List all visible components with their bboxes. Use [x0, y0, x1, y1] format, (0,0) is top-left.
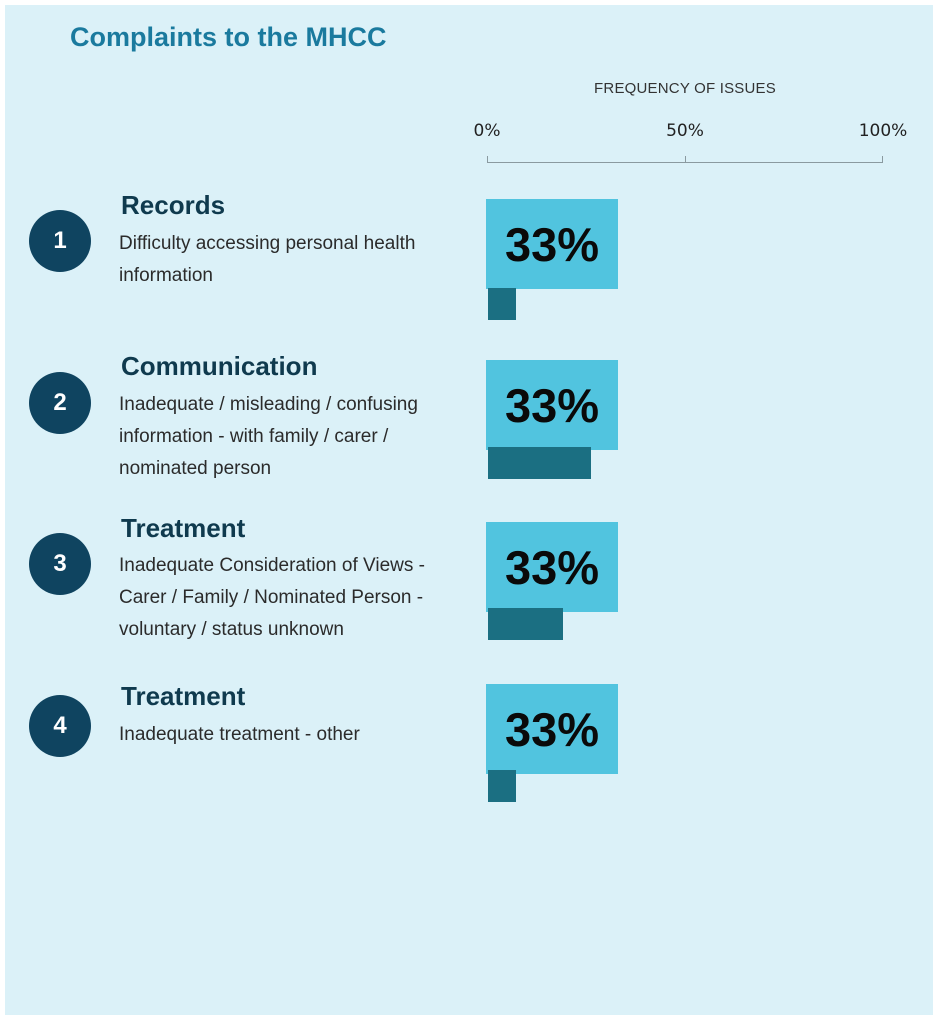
bar-1 — [488, 288, 516, 320]
chart-title: Complaints to the MHCC — [70, 22, 387, 52]
value-label-4: 33% — [504, 702, 600, 756]
category-label-4: Treatment — [121, 681, 246, 711]
value-label-1: 33% — [504, 217, 600, 271]
value-label-box-2 — [486, 360, 618, 450]
category-label-3: Treatment — [121, 513, 246, 543]
value-label-3: 33% — [504, 540, 600, 594]
category-description-1: Difficulty accessing personal health inf… — [119, 233, 416, 286]
rank-badge-1: 1 — [29, 210, 91, 272]
value-label-box-3 — [486, 522, 618, 612]
x-tick-label-50: 50% — [666, 121, 704, 141]
category-label-1: Records — [121, 190, 226, 220]
value-label-2: 33% — [504, 378, 600, 432]
category-label-2: Communication — [121, 351, 318, 381]
x-tick-mark-50 — [685, 156, 686, 163]
x-tick-label-100: 100% — [858, 121, 908, 141]
bar-2 — [488, 447, 591, 479]
category-description-2: Inadequate / misleading / confusing info… — [119, 394, 418, 479]
category-description-3: Inadequate Consideration of Views - Care… — [119, 555, 425, 640]
chart-panel — [5, 5, 933, 1015]
bar-4 — [488, 770, 516, 802]
x-tick-label-0: 0% — [473, 121, 501, 141]
value-label-box-1 — [486, 199, 618, 289]
x-tick-mark-0 — [487, 156, 488, 163]
bar-3 — [488, 608, 563, 640]
rank-badge-2: 2 — [29, 372, 91, 434]
value-label-box-4 — [486, 684, 618, 774]
x-tick-mark-100 — [882, 156, 883, 163]
category-description-4: Inadequate treatment - other — [119, 724, 360, 745]
x-axis-title: FREQUENCY OF ISSUES — [594, 80, 776, 97]
rank-badge-4: 4 — [29, 695, 91, 757]
rank-badge-3: 3 — [29, 533, 91, 595]
